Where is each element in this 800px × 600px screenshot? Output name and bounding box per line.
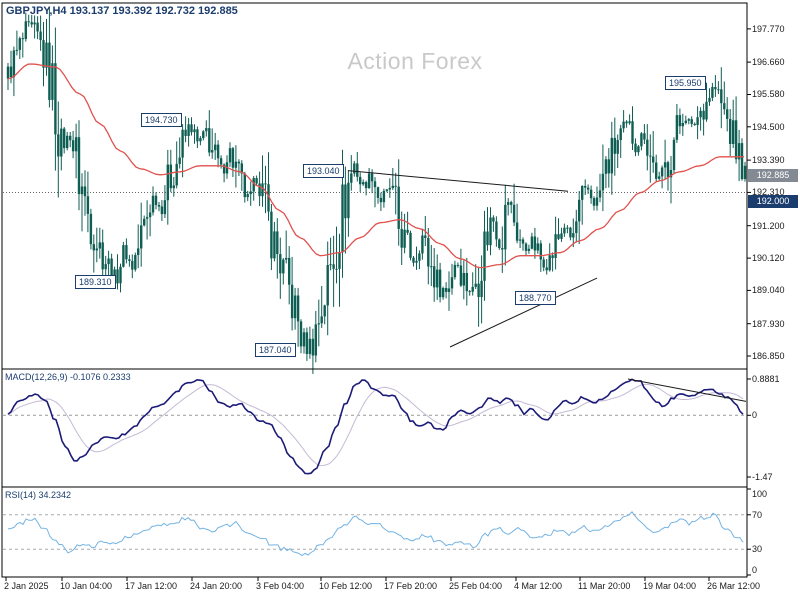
time-axis-label: 17 Feb 20:00 xyxy=(384,581,438,591)
price-axis-label: 189.040 xyxy=(752,285,785,296)
price-axis-label: 194.500 xyxy=(752,121,785,132)
trendline[interactable] xyxy=(449,277,598,348)
price-annotation[interactable]: 188.770 xyxy=(515,291,556,306)
current-price-badge: 192.885 xyxy=(748,168,798,182)
price-axis-label: 186.850 xyxy=(752,351,785,362)
time-axis-label: 4 Mar 12:00 xyxy=(514,581,563,591)
time-axis-label: 10 Jan 04:00 xyxy=(60,581,113,591)
round-level-badge: 192.000 xyxy=(748,195,798,209)
price-axis-label: 192.310 xyxy=(752,187,785,198)
watermark: Action Forex xyxy=(347,48,483,74)
rsi-axis-label: 70 xyxy=(752,509,763,520)
time-axis-label: 3 Feb 04:00 xyxy=(256,581,305,591)
rsi-line xyxy=(7,511,744,557)
price-axis-label: 190.120 xyxy=(752,253,785,264)
time-axis-label: 24 Jan 20:00 xyxy=(190,581,243,591)
rsi-label: RSI(14) 34.2342 xyxy=(5,490,72,500)
macd-axis-zero: 0 xyxy=(752,410,758,421)
macd-axis-max: 0.8881 xyxy=(752,374,780,384)
price-annotation[interactable]: 193.040 xyxy=(303,163,344,178)
chart-title: GBPJPY,H4 193.137 193.392 192.732 192.88… xyxy=(6,5,238,17)
time-axis-label: 19 Mar 04:00 xyxy=(643,581,697,591)
macd-label: MACD(12,26,9) -0.1076 0.2333 xyxy=(5,372,131,382)
macd-line xyxy=(7,378,744,475)
macd-trendline[interactable] xyxy=(627,378,747,402)
price-annotation[interactable]: 187.040 xyxy=(255,343,296,358)
price-annotation[interactable]: 189.310 xyxy=(75,275,116,290)
time-axis-label: 26 Mar 12:00 xyxy=(707,581,761,591)
price-axis-label: 197.770 xyxy=(752,23,785,34)
price-axis-label: 196.660 xyxy=(752,57,785,68)
rsi-axis-label: 0 xyxy=(752,565,758,575)
trendline[interactable] xyxy=(347,170,569,192)
time-axis-label: 11 Mar 20:00 xyxy=(578,581,631,591)
price-axis-label: 187.930 xyxy=(752,318,785,329)
ma-line xyxy=(7,63,744,269)
price-annotation[interactable]: 194.730 xyxy=(141,112,182,127)
price-axis-label: 193.390 xyxy=(752,155,785,166)
time-axis-label: 10 Feb 12:00 xyxy=(319,581,373,591)
price-axis-label: 191.200 xyxy=(752,220,785,231)
time-axis-label: 17 Jan 12:00 xyxy=(125,581,178,591)
rsi-axis-label: 30 xyxy=(752,544,763,555)
price-annotation[interactable]: 195.950 xyxy=(665,76,706,91)
time-axis-label: 2 Jan 2025 xyxy=(4,581,49,591)
price-axis-label: 195.580 xyxy=(752,89,785,100)
macd-axis-min: -1.47 xyxy=(752,472,773,482)
time-axis-label: 25 Feb 04:00 xyxy=(449,581,503,591)
rsi-axis-label: 100 xyxy=(752,489,768,499)
